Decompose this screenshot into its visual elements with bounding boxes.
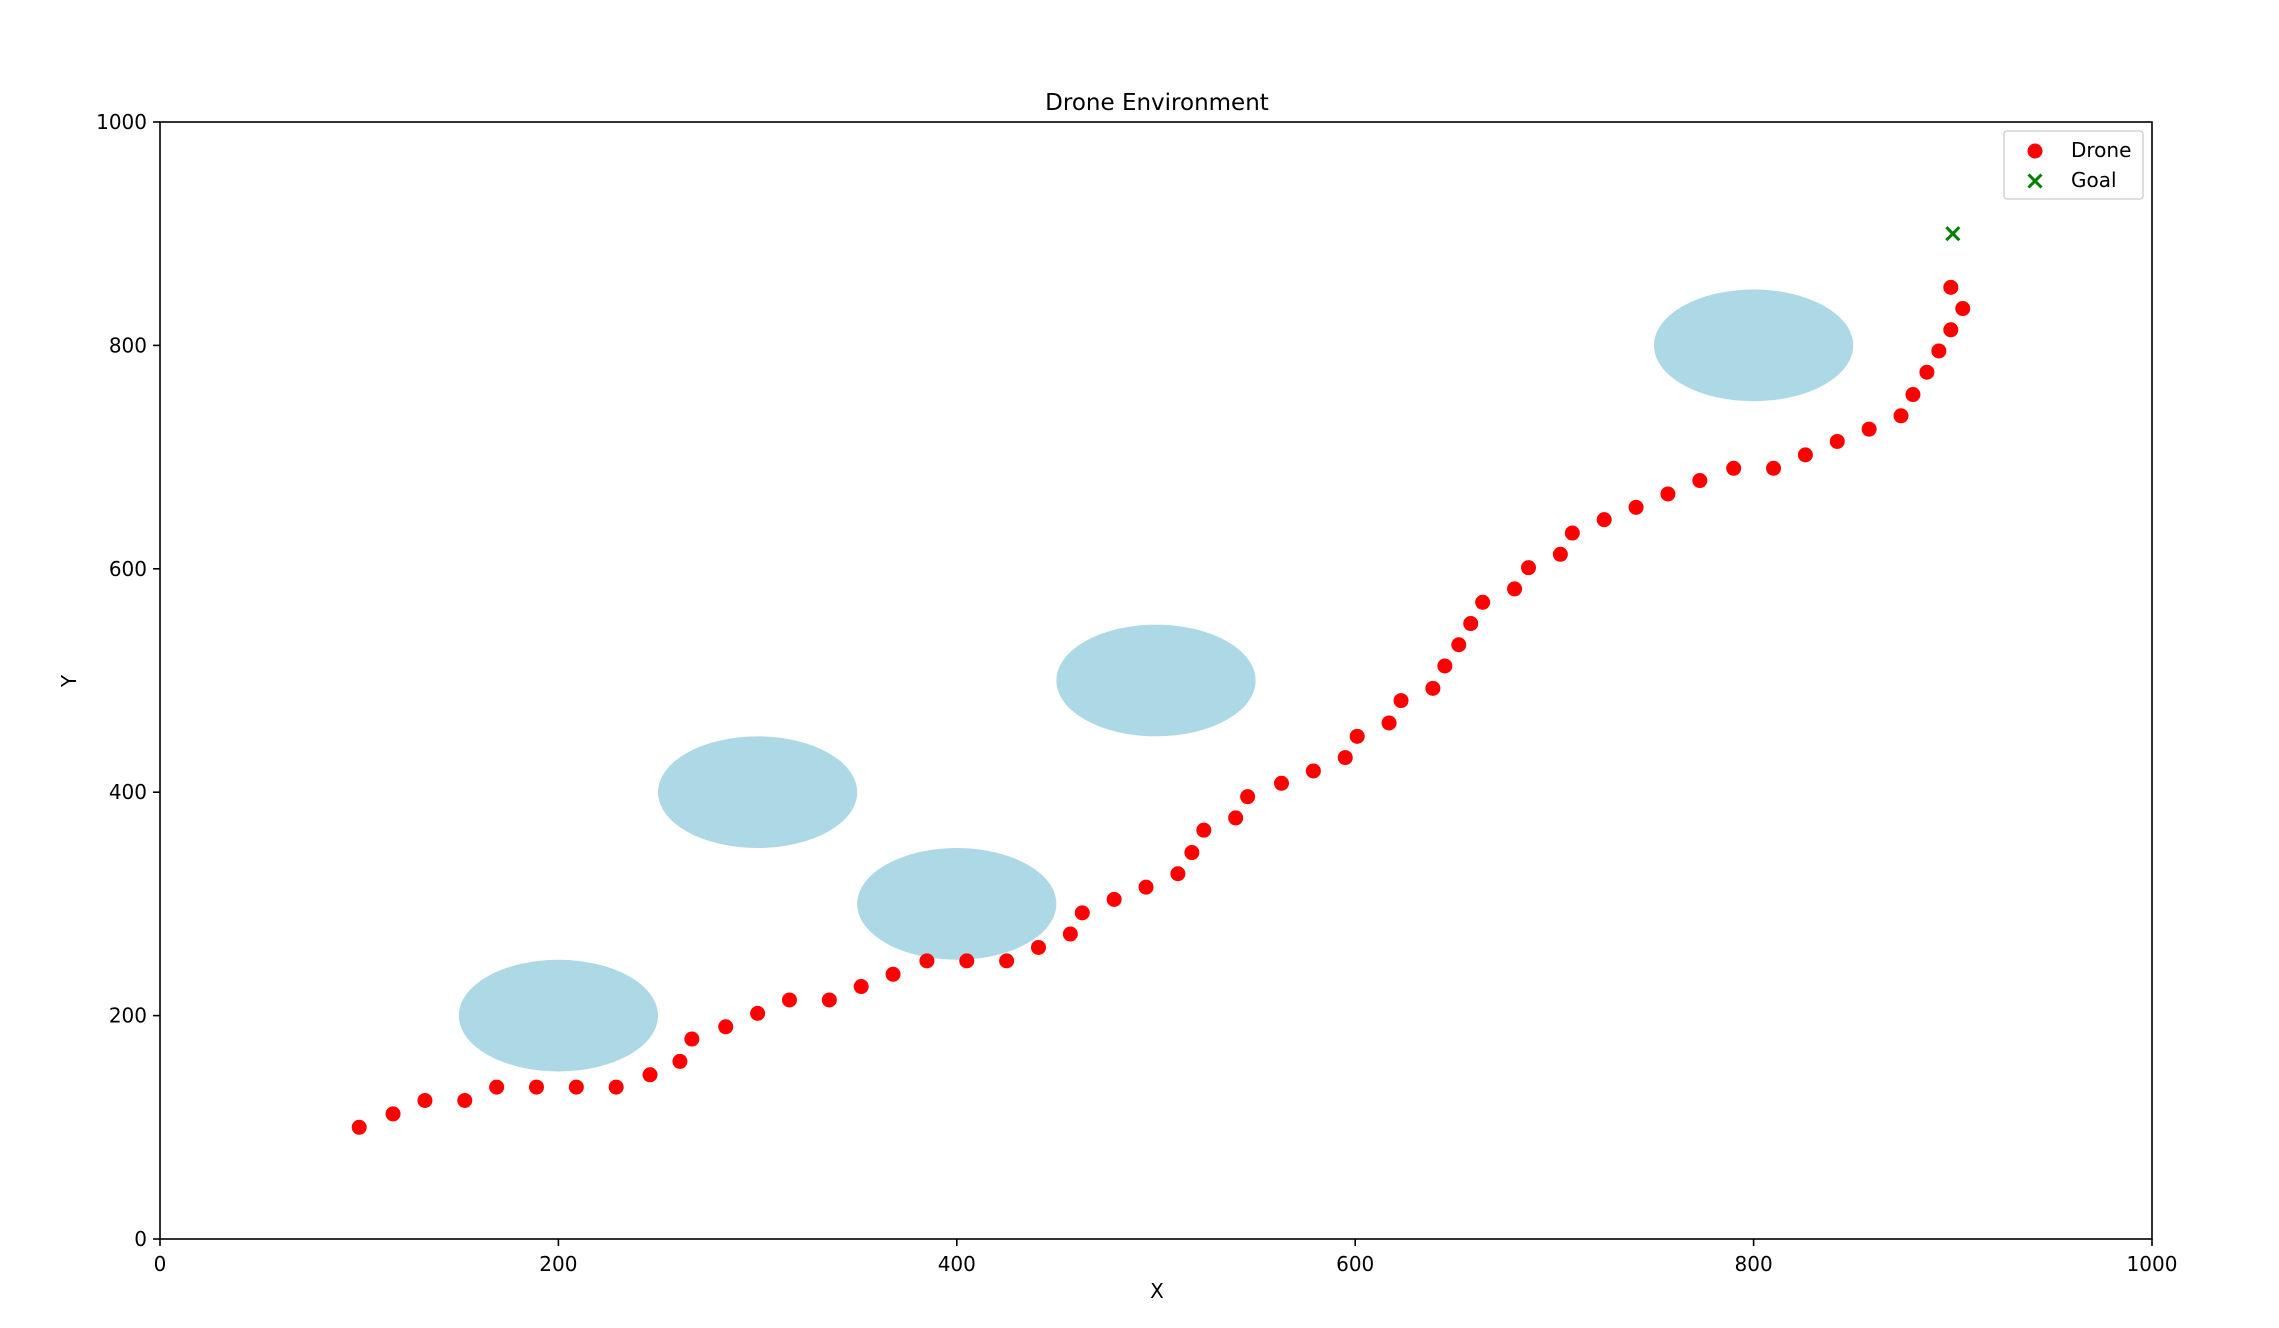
drone-point-41 — [1475, 594, 1491, 610]
drone-point-53 — [1829, 433, 1845, 449]
drone-point-46 — [1596, 512, 1612, 528]
drone-point-36 — [1393, 693, 1409, 709]
obstacle-3 — [857, 848, 1057, 960]
legend-goal-label: Goal — [2071, 168, 2117, 192]
drone-point-26 — [1170, 866, 1186, 882]
x-axis: 0 200 400 600 800 1000 — [154, 1239, 2178, 1276]
drone-point-14 — [781, 992, 797, 1008]
drone-point-39 — [1451, 637, 1467, 653]
drone-point-6 — [528, 1079, 544, 1095]
x-axis-label: X — [1150, 1279, 1164, 1303]
y-tick-label-1000: 1000 — [96, 110, 147, 134]
drone-point-18 — [919, 953, 935, 969]
drone-point-49 — [1692, 473, 1708, 489]
drone-point-61 — [1943, 279, 1959, 295]
drone-point-9 — [642, 1067, 658, 1083]
drone-point-29 — [1228, 810, 1244, 826]
x-tick-label-400: 400 — [938, 1252, 976, 1276]
drone-point-7 — [568, 1079, 584, 1095]
drone-point-47 — [1628, 499, 1644, 515]
y-axis-label: Y — [57, 674, 81, 688]
legend-drone-label: Drone — [2071, 138, 2131, 162]
drone-point-31 — [1273, 775, 1289, 791]
x-tick-label-1000: 1000 — [2127, 1252, 2178, 1276]
y-tick-label-800: 800 — [109, 333, 147, 357]
drone-point-54 — [1861, 421, 1877, 437]
obstacle-2 — [658, 736, 858, 849]
drone-point-37 — [1425, 680, 1441, 696]
drone-point-22 — [1062, 926, 1078, 942]
drone-point-12 — [718, 1019, 734, 1035]
legend-goal-x-stroke-b — [2027, 173, 2043, 189]
drone-point-52 — [1797, 447, 1813, 463]
drone-point-45 — [1564, 525, 1580, 541]
drone-point-19 — [959, 953, 975, 969]
drone-point-24 — [1106, 891, 1122, 907]
drone-point-34 — [1349, 728, 1365, 744]
drone-point-5 — [489, 1079, 505, 1095]
obstacle-4 — [1056, 624, 1256, 737]
drone-point-55 — [1893, 408, 1909, 424]
drone-point-32 — [1305, 763, 1321, 779]
legend: Drone Goal — [2003, 130, 2144, 200]
drone-point-44 — [1552, 546, 1568, 562]
x-tick-label-200: 200 — [539, 1252, 577, 1276]
goal-point-1 — [1945, 226, 1961, 242]
obstacle-1 — [458, 959, 658, 1072]
drone-point-11 — [684, 1031, 700, 1047]
drone-point-27 — [1184, 845, 1200, 861]
drone-point-21 — [1030, 939, 1046, 955]
drone-point-15 — [821, 992, 837, 1008]
drone-point-8 — [608, 1079, 624, 1095]
legend-goal-marker — [2027, 173, 2043, 189]
drone-point-16 — [853, 979, 869, 995]
drone-point-35 — [1381, 715, 1397, 731]
goal-series — [1945, 226, 1961, 242]
y-tick-label-600: 600 — [109, 557, 147, 581]
drone-point-10 — [672, 1053, 688, 1069]
drone-point-59 — [1943, 322, 1959, 338]
drone-point-28 — [1196, 822, 1212, 838]
drone-point-17 — [885, 966, 901, 982]
drone-point-20 — [999, 953, 1015, 969]
drone-point-38 — [1437, 658, 1453, 674]
drone-point-51 — [1766, 460, 1782, 476]
drone-point-13 — [750, 1005, 766, 1021]
drone-point-23 — [1074, 905, 1090, 921]
drone-point-40 — [1463, 616, 1479, 632]
drone-point-1 — [351, 1119, 367, 1135]
legend-drone-marker — [2027, 143, 2043, 159]
drone-point-4 — [457, 1092, 473, 1108]
obstacles-layer — [458, 289, 1854, 1072]
x-tick-label-0: 0 — [154, 1252, 167, 1276]
y-tick-label-200: 200 — [109, 1004, 147, 1028]
y-axis: 0 200 400 600 800 1000 — [96, 110, 160, 1251]
drone-point-56 — [1905, 387, 1921, 403]
obstacle-5 — [1654, 289, 1854, 402]
drone-point-43 — [1521, 560, 1537, 576]
y-tick-label-0: 0 — [134, 1227, 147, 1251]
drone-point-30 — [1240, 789, 1256, 805]
goal-point-1-stroke-b — [1945, 226, 1961, 242]
plot-area-frame — [159, 121, 2153, 1240]
x-tick-label-800: 800 — [1735, 1252, 1773, 1276]
legend-goal-x — [2027, 173, 2043, 189]
drone-point-48 — [1660, 486, 1676, 502]
drone-point-3 — [417, 1092, 433, 1108]
x-tick-label-600: 600 — [1336, 1252, 1374, 1276]
drone-point-60 — [1955, 301, 1971, 317]
y-tick-label-400: 400 — [109, 780, 147, 804]
drone-point-58 — [1931, 343, 1947, 359]
drone-series — [351, 279, 1971, 1135]
drone-point-2 — [385, 1106, 401, 1122]
drone-point-33 — [1337, 750, 1353, 766]
drone-point-50 — [1726, 460, 1742, 476]
chart-title: Drone Environment — [1045, 90, 1269, 116]
drone-point-25 — [1138, 879, 1154, 895]
drone-point-42 — [1507, 581, 1523, 597]
drone-point-57 — [1919, 364, 1935, 380]
